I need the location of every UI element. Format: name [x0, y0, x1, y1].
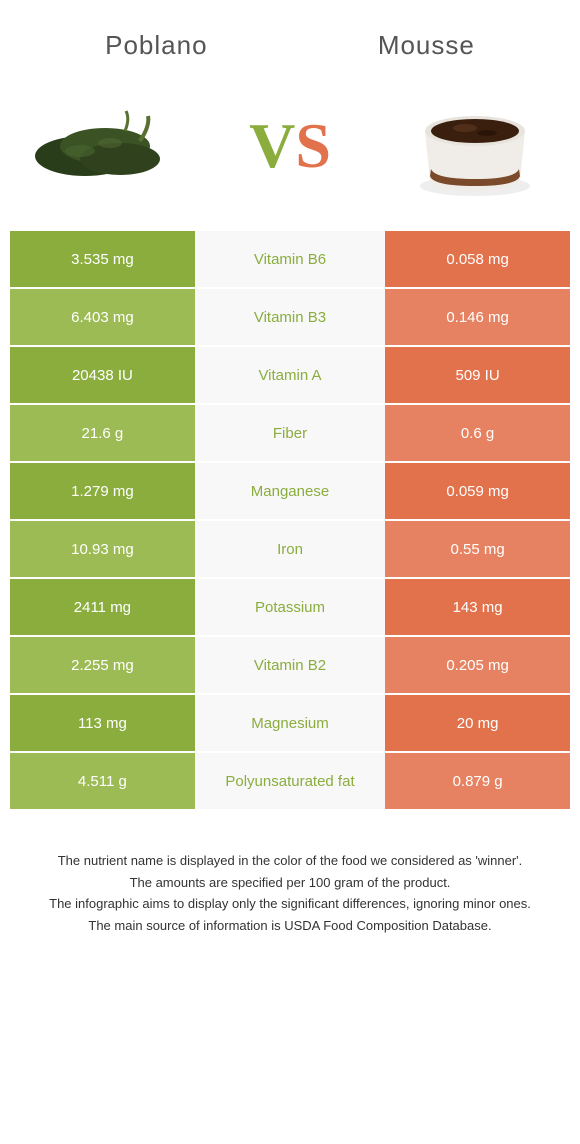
- right-food-title: Mousse: [378, 30, 475, 61]
- nutrient-name: Vitamin B6: [195, 231, 385, 287]
- right-value: 0.205 mg: [385, 637, 570, 693]
- nutrient-name: Potassium: [195, 579, 385, 635]
- vs-v: V: [249, 110, 295, 181]
- header-row: Poblano Mousse: [0, 0, 580, 81]
- nutrient-name: Magnesium: [195, 695, 385, 751]
- infographic-container: Poblano Mousse VS: [0, 0, 580, 957]
- images-row: VS: [0, 81, 580, 231]
- vs-s: S: [295, 110, 331, 181]
- poblano-icon: [30, 101, 180, 191]
- right-value: 0.059 mg: [385, 463, 570, 519]
- left-value: 4.511 g: [10, 753, 195, 809]
- vs-label: VS: [249, 109, 331, 183]
- left-value: 6.403 mg: [10, 289, 195, 345]
- nutrient-name: Manganese: [195, 463, 385, 519]
- right-value: 0.146 mg: [385, 289, 570, 345]
- left-value: 10.93 mg: [10, 521, 195, 577]
- poblano-image: [30, 91, 180, 201]
- table-row: 6.403 mgVitamin B30.146 mg: [10, 289, 570, 345]
- left-value: 113 mg: [10, 695, 195, 751]
- nutrient-name: Polyunsaturated fat: [195, 753, 385, 809]
- table-row: 4.511 gPolyunsaturated fat0.879 g: [10, 753, 570, 809]
- left-value: 3.535 mg: [10, 231, 195, 287]
- nutrient-name: Fiber: [195, 405, 385, 461]
- left-value: 21.6 g: [10, 405, 195, 461]
- table-row: 2411 mgPotassium143 mg: [10, 579, 570, 635]
- nutrient-name: Vitamin B2: [195, 637, 385, 693]
- mousse-image: [400, 91, 550, 201]
- right-value: 0.879 g: [385, 753, 570, 809]
- footer-line-3: The infographic aims to display only the…: [30, 894, 550, 914]
- left-value: 1.279 mg: [10, 463, 195, 519]
- nutrient-table: 3.535 mgVitamin B60.058 mg6.403 mgVitami…: [10, 231, 570, 809]
- right-value: 0.55 mg: [385, 521, 570, 577]
- right-value: 509 IU: [385, 347, 570, 403]
- right-value: 143 mg: [385, 579, 570, 635]
- nutrient-name: Vitamin B3: [195, 289, 385, 345]
- footer-line-1: The nutrient name is displayed in the co…: [30, 851, 550, 871]
- table-row: 20438 IUVitamin A509 IU: [10, 347, 570, 403]
- footer-notes: The nutrient name is displayed in the co…: [0, 811, 580, 957]
- nutrient-name: Iron: [195, 521, 385, 577]
- left-value: 20438 IU: [10, 347, 195, 403]
- right-value: 0.6 g: [385, 405, 570, 461]
- mousse-icon: [405, 91, 545, 201]
- footer-line-2: The amounts are specified per 100 gram o…: [30, 873, 550, 893]
- table-row: 21.6 gFiber0.6 g: [10, 405, 570, 461]
- table-row: 1.279 mgManganese0.059 mg: [10, 463, 570, 519]
- left-food-title: Poblano: [105, 30, 207, 61]
- footer-line-4: The main source of information is USDA F…: [30, 916, 550, 936]
- right-value: 0.058 mg: [385, 231, 570, 287]
- right-value: 20 mg: [385, 695, 570, 751]
- left-value: 2411 mg: [10, 579, 195, 635]
- table-row: 10.93 mgIron0.55 mg: [10, 521, 570, 577]
- nutrient-name: Vitamin A: [195, 347, 385, 403]
- left-value: 2.255 mg: [10, 637, 195, 693]
- table-row: 3.535 mgVitamin B60.058 mg: [10, 231, 570, 287]
- table-row: 113 mgMagnesium20 mg: [10, 695, 570, 751]
- table-row: 2.255 mgVitamin B20.205 mg: [10, 637, 570, 693]
